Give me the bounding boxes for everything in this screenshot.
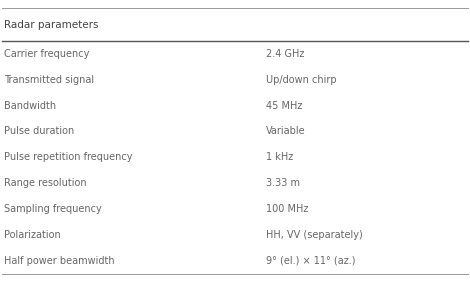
Text: Half power beamwidth: Half power beamwidth: [4, 255, 114, 266]
Text: 2.4 GHz: 2.4 GHz: [266, 49, 304, 59]
Text: Polarization: Polarization: [4, 230, 61, 240]
Text: Pulse duration: Pulse duration: [4, 126, 74, 136]
Text: HH, VV (separately): HH, VV (separately): [266, 230, 362, 240]
Text: Range resolution: Range resolution: [4, 178, 86, 188]
Text: 1 kHz: 1 kHz: [266, 152, 293, 162]
Text: Variable: Variable: [266, 126, 305, 136]
Text: Sampling frequency: Sampling frequency: [4, 204, 102, 214]
Text: Pulse repetition frequency: Pulse repetition frequency: [4, 152, 132, 162]
Text: Transmitted signal: Transmitted signal: [4, 75, 94, 85]
Text: Carrier frequency: Carrier frequency: [4, 49, 89, 59]
Text: 9° (el.) × 11° (az.): 9° (el.) × 11° (az.): [266, 255, 355, 266]
Text: Radar parameters: Radar parameters: [4, 20, 98, 30]
Text: 45 MHz: 45 MHz: [266, 100, 302, 111]
Text: Bandwidth: Bandwidth: [4, 100, 56, 111]
Text: 100 MHz: 100 MHz: [266, 204, 308, 214]
Text: 3.33 m: 3.33 m: [266, 178, 299, 188]
Text: Up/down chirp: Up/down chirp: [266, 75, 336, 85]
